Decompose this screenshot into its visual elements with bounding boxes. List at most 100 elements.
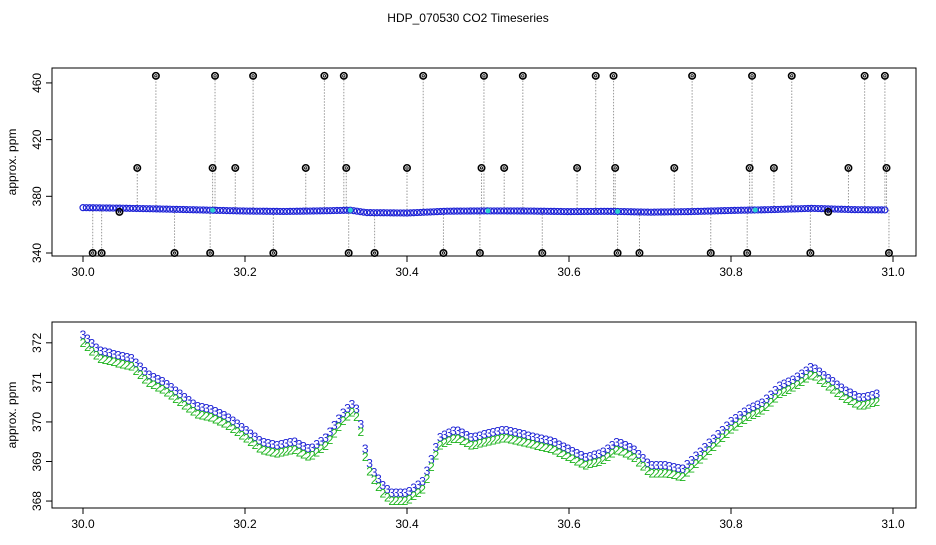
series-2-marker: 2	[172, 392, 179, 406]
outlier-point	[743, 249, 752, 258]
series-2-marker: 2	[556, 446, 563, 460]
outlier-point	[344, 249, 353, 258]
series-3-marker: 3	[88, 337, 95, 351]
series-2-marker: 2	[428, 460, 435, 474]
outlier-point	[500, 163, 509, 172]
series-3-marker: 3	[715, 428, 722, 442]
baseline-point	[563, 207, 572, 216]
outlier-point	[824, 207, 833, 216]
series-3-marker: 3	[649, 458, 656, 472]
baseline-point	[446, 207, 455, 215]
baseline-point	[543, 207, 552, 215]
series-3-marker: 3	[291, 435, 298, 449]
outlier-point	[115, 207, 124, 216]
series-2-marker: 2	[185, 401, 192, 415]
series-3-marker: 3	[199, 400, 206, 414]
baseline-point	[831, 205, 839, 213]
series-3-marker: 3	[406, 484, 413, 498]
baseline-point	[373, 209, 381, 217]
baseline-point	[139, 205, 147, 213]
series-2-marker: 2	[102, 353, 109, 367]
series-2-marker: 2	[785, 383, 792, 397]
baseline-point	[463, 207, 471, 215]
series-3-marker: 3	[790, 373, 797, 387]
outlier-point-inner	[342, 74, 346, 78]
series-3-marker: 3	[159, 375, 166, 389]
outlier-point	[370, 249, 379, 258]
series-3-marker: 3	[477, 429, 484, 443]
baseline-point	[152, 205, 161, 213]
bottom-x-tick-label: 31.0	[881, 517, 905, 531]
series-2-marker: 2	[732, 419, 739, 433]
series-2-marker: 2	[305, 450, 312, 464]
series-3-marker: 3	[600, 445, 607, 459]
outlier-point	[479, 71, 488, 80]
series-2-marker: 2	[84, 340, 91, 354]
series-3-marker: 3	[772, 383, 779, 397]
outlier-point	[613, 249, 622, 258]
baseline-point	[724, 206, 732, 215]
baseline-point	[89, 204, 97, 212]
highlight-point	[210, 207, 216, 213]
series-2-marker: 2	[287, 443, 294, 457]
top-x-tick-label: 30.8	[719, 265, 743, 279]
baseline-point	[817, 205, 826, 213]
series-3-marker: 3	[728, 415, 735, 429]
series-2-marker: 2	[388, 494, 395, 508]
series-2-marker: 2	[737, 416, 744, 430]
series-2-marker: 2	[679, 470, 686, 484]
baseline-point	[193, 206, 201, 214]
baseline-point	[851, 206, 859, 214]
series-2-marker: 2	[715, 436, 722, 450]
series-2-marker: 2	[137, 368, 144, 382]
series-2-marker: 2	[238, 428, 245, 442]
series-3-marker: 3	[671, 460, 678, 474]
baseline-point	[182, 206, 191, 214]
bottom-y-tick-label: 368	[30, 491, 44, 511]
baseline-point	[797, 205, 805, 213]
series-2-marker: 2	[724, 427, 731, 441]
baseline-point	[497, 207, 505, 215]
outlier-point	[339, 71, 348, 80]
series-2-marker: 2	[543, 441, 550, 455]
baseline-point	[647, 208, 655, 216]
series-2-marker: 2	[507, 432, 514, 446]
series-3-marker: 3	[829, 375, 836, 389]
series-2-marker: 2	[684, 466, 691, 480]
series-3-marker: 3	[208, 403, 215, 417]
bottom-plot-frame	[51, 321, 917, 509]
baseline-point	[570, 207, 578, 216]
baseline-point	[573, 207, 582, 216]
series-3-marker: 3	[860, 390, 867, 404]
series-3-marker: 3	[181, 390, 188, 404]
series-3-marker: 3	[525, 429, 532, 443]
baseline-point	[263, 207, 271, 215]
baseline-point	[694, 207, 702, 216]
series-2-marker: 2	[688, 461, 695, 475]
outlier-point	[475, 249, 484, 258]
outlier-point	[745, 163, 754, 172]
series-2-marker: 2	[622, 446, 629, 460]
bottom-x-tick-label: 30.4	[395, 517, 419, 531]
outlier-point-inner	[154, 74, 158, 78]
series-3-marker: 3	[388, 486, 395, 500]
baseline-point	[624, 208, 632, 216]
outlier-point-inner	[750, 74, 754, 78]
baseline-point	[216, 206, 224, 215]
outlier-point	[211, 71, 220, 80]
series-3-marker: 3	[578, 449, 585, 463]
baseline-point	[520, 207, 528, 215]
series-3-marker: 3	[375, 472, 382, 486]
baseline-point	[583, 207, 592, 216]
series-3-marker: 3	[512, 426, 519, 440]
outlier-point	[133, 163, 142, 172]
baseline-point	[453, 207, 461, 215]
baseline-point	[450, 207, 458, 215]
series-3-marker: 3	[560, 440, 567, 454]
series-3-marker: 3	[366, 457, 373, 471]
series-3-marker: 3	[225, 411, 232, 425]
baseline-point	[96, 204, 104, 212]
baseline-point	[704, 207, 712, 215]
top-x-tick-label: 30.2	[233, 265, 257, 279]
